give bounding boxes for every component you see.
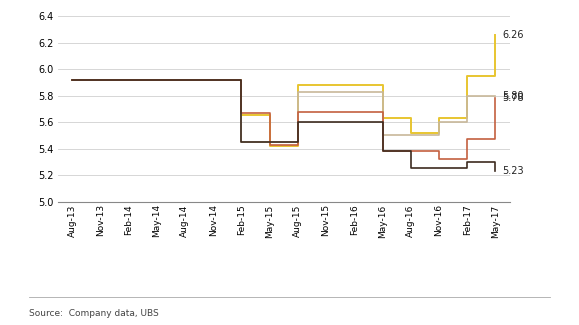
Text: 5.80: 5.80 — [503, 91, 524, 101]
Text: 5.23: 5.23 — [503, 166, 524, 176]
Text: 5.78: 5.78 — [503, 93, 524, 103]
Text: Source:  Company data, UBS: Source: Company data, UBS — [29, 309, 159, 318]
Text: 6.26: 6.26 — [503, 30, 524, 40]
